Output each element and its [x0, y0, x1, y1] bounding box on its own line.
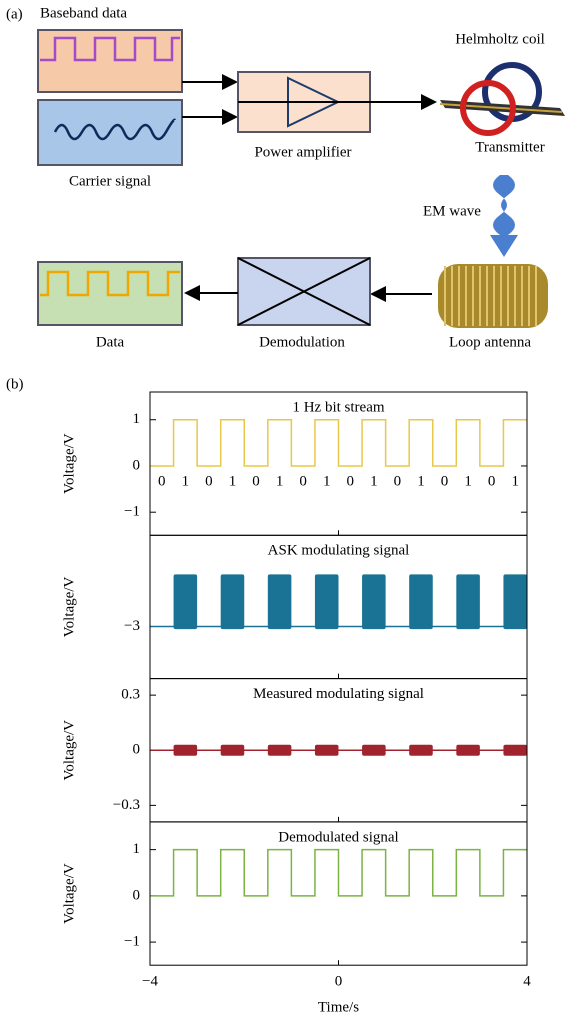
burst	[315, 574, 339, 629]
bit-label: 1	[511, 474, 519, 490]
burst	[268, 745, 292, 756]
label: Demodulation	[259, 334, 345, 350]
burst	[456, 574, 480, 629]
bit-label: 0	[158, 474, 166, 490]
bit-label: 1	[323, 474, 331, 490]
burst	[174, 745, 198, 756]
bit-label: 0	[299, 474, 307, 490]
label: EM wave	[423, 203, 481, 219]
bit-label: 0	[252, 474, 260, 490]
y-tick-label: 0	[133, 457, 141, 473]
chart-title: Measured modulating signal	[253, 686, 424, 702]
bit-label: 0	[394, 474, 402, 490]
bit-label: 1	[276, 474, 284, 490]
x-tick-label: 4	[523, 974, 531, 990]
y-axis-label: Voltage/V	[61, 577, 77, 638]
burst	[174, 574, 198, 629]
y-tick-label: −0.3	[113, 797, 140, 813]
bit-label: 1	[229, 474, 237, 490]
y-tick-label: −1	[124, 934, 140, 950]
burst	[315, 745, 339, 756]
y-tick-label: 0	[133, 742, 141, 758]
burst	[362, 574, 386, 629]
burst	[362, 745, 386, 756]
burst	[503, 745, 527, 756]
chart-title: Demodulated signal	[278, 829, 398, 845]
y-tick-label: −3	[124, 618, 140, 634]
chart-title: 1 Hz bit stream	[292, 399, 384, 415]
bit-label: 0	[488, 474, 496, 490]
signal-line	[150, 420, 527, 466]
panel-label: (a)	[6, 6, 23, 22]
y-axis-label: Voltage/V	[61, 863, 77, 924]
bit-label: 1	[370, 474, 378, 490]
burst	[409, 745, 433, 756]
label: Transmitter	[475, 139, 544, 155]
burst	[268, 574, 292, 629]
y-tick-label: 0.3	[121, 687, 140, 703]
figure: (a) (b) Baseband data Carrier signal Pow…	[0, 0, 579, 1023]
y-tick-label: −1	[124, 504, 140, 520]
bit-label: 0	[205, 474, 213, 490]
bit-label: 0	[347, 474, 355, 490]
y-axis-label: Voltage/V	[61, 720, 77, 781]
loop-antenna	[438, 264, 548, 328]
panel-label: (b)	[6, 376, 24, 392]
label: Baseband data	[40, 5, 127, 21]
label: Data	[96, 334, 125, 350]
bit-label: 1	[182, 474, 190, 490]
x-tick-label: −4	[142, 974, 158, 990]
y-tick-label: 1	[133, 411, 141, 427]
burst	[221, 574, 245, 629]
burst	[503, 574, 527, 629]
burst	[221, 745, 245, 756]
bit-label: 1	[464, 474, 472, 490]
x-axis-label: Time/s	[318, 1000, 359, 1016]
label: Helmholtz coil	[455, 31, 545, 47]
burst	[456, 745, 480, 756]
diagram: Baseband data Carrier signal Power ampli…	[38, 5, 565, 350]
page: (a) (b) Baseband data Carrier signal Pow…	[0, 0, 579, 1023]
label: Power amplifier	[254, 144, 351, 160]
chart-title: ASK modulating signal	[268, 543, 410, 559]
burst	[409, 574, 433, 629]
em-wave-arrow	[490, 175, 518, 257]
y-tick-label: 1	[133, 841, 141, 857]
label: Carrier signal	[69, 173, 151, 189]
bit-label: 1	[417, 474, 425, 490]
signal-line	[150, 850, 527, 896]
y-axis-label: Voltage/V	[61, 433, 77, 494]
y-tick-label: 0	[133, 887, 141, 903]
bit-label: 0	[441, 474, 449, 490]
label: Loop antenna	[449, 334, 531, 350]
x-tick-label: 0	[335, 974, 343, 990]
